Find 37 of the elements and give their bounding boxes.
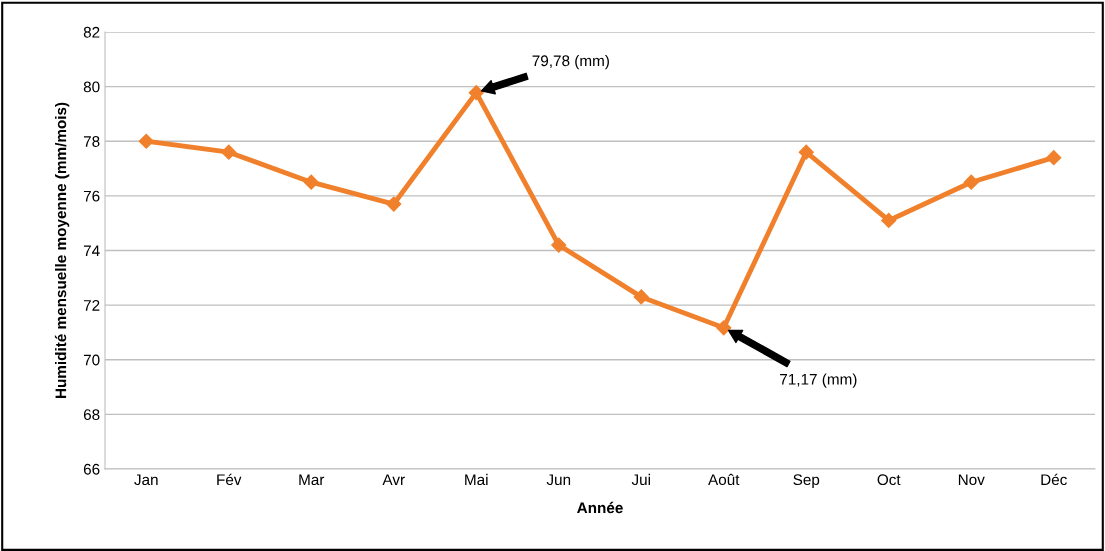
x-tick-label: Fév bbox=[217, 473, 242, 486]
point bbox=[716, 320, 732, 336]
point bbox=[386, 196, 402, 212]
point bbox=[1046, 150, 1062, 166]
point bbox=[633, 289, 649, 305]
point bbox=[551, 237, 567, 253]
x-tick-label: Mar bbox=[299, 474, 325, 486]
x-tick-label: Jan bbox=[134, 474, 158, 486]
annotation: 71,17 (mm) bbox=[780, 373, 857, 388]
x-axis-title: Année bbox=[577, 501, 623, 514]
point bbox=[881, 212, 897, 229]
annotation: 79,78 (mm) bbox=[532, 54, 609, 70]
x-tick-label: Août bbox=[708, 473, 740, 486]
x-tick-label: Avr bbox=[382, 474, 405, 485]
y-tick-label: 76 bbox=[83, 190, 100, 202]
y-tick-label: 66 bbox=[83, 463, 100, 475]
x-tick-label: Déc bbox=[1041, 473, 1067, 486]
x-tick-label: Jui bbox=[631, 473, 650, 486]
x-tick-label: Mai bbox=[465, 473, 488, 486]
point bbox=[468, 85, 484, 101]
y-tick-label: 78 bbox=[83, 136, 100, 147]
x-tick-label: Jun bbox=[546, 474, 571, 486]
y-tick-label: 72 bbox=[83, 299, 100, 311]
point bbox=[303, 174, 319, 190]
y-tick-label: 80 bbox=[83, 81, 100, 93]
point bbox=[963, 174, 979, 190]
x-tick-label: Nov bbox=[958, 474, 985, 486]
y-tick-label: 70 bbox=[83, 354, 100, 366]
x-tick-label: Oct bbox=[877, 474, 901, 486]
point bbox=[798, 144, 814, 160]
point bbox=[221, 144, 237, 160]
y-tick-label: 82 bbox=[83, 26, 100, 38]
y-tick-label: 74 bbox=[83, 245, 100, 257]
point bbox=[138, 133, 154, 149]
y-axis-title: Humidité mensuelle moyenne (mm/mois) bbox=[54, 102, 70, 399]
x-tick-label: Sep bbox=[793, 474, 820, 489]
y-tick-label: 68 bbox=[83, 409, 100, 421]
